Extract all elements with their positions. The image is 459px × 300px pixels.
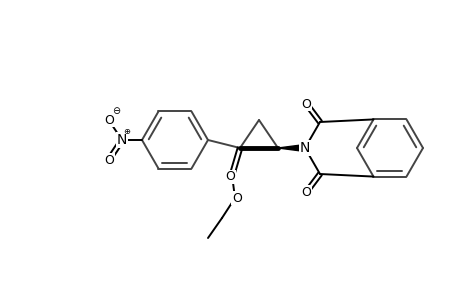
- Text: O: O: [224, 170, 235, 184]
- Text: N: N: [117, 133, 127, 147]
- Polygon shape: [277, 145, 304, 152]
- Text: O: O: [300, 185, 310, 199]
- Text: O: O: [104, 113, 114, 127]
- Text: O: O: [300, 98, 310, 110]
- Text: ⊕: ⊕: [123, 128, 130, 136]
- Text: ⊖: ⊖: [112, 106, 120, 116]
- Text: O: O: [104, 154, 114, 166]
- Text: N: N: [299, 141, 309, 155]
- Text: O: O: [231, 191, 241, 205]
